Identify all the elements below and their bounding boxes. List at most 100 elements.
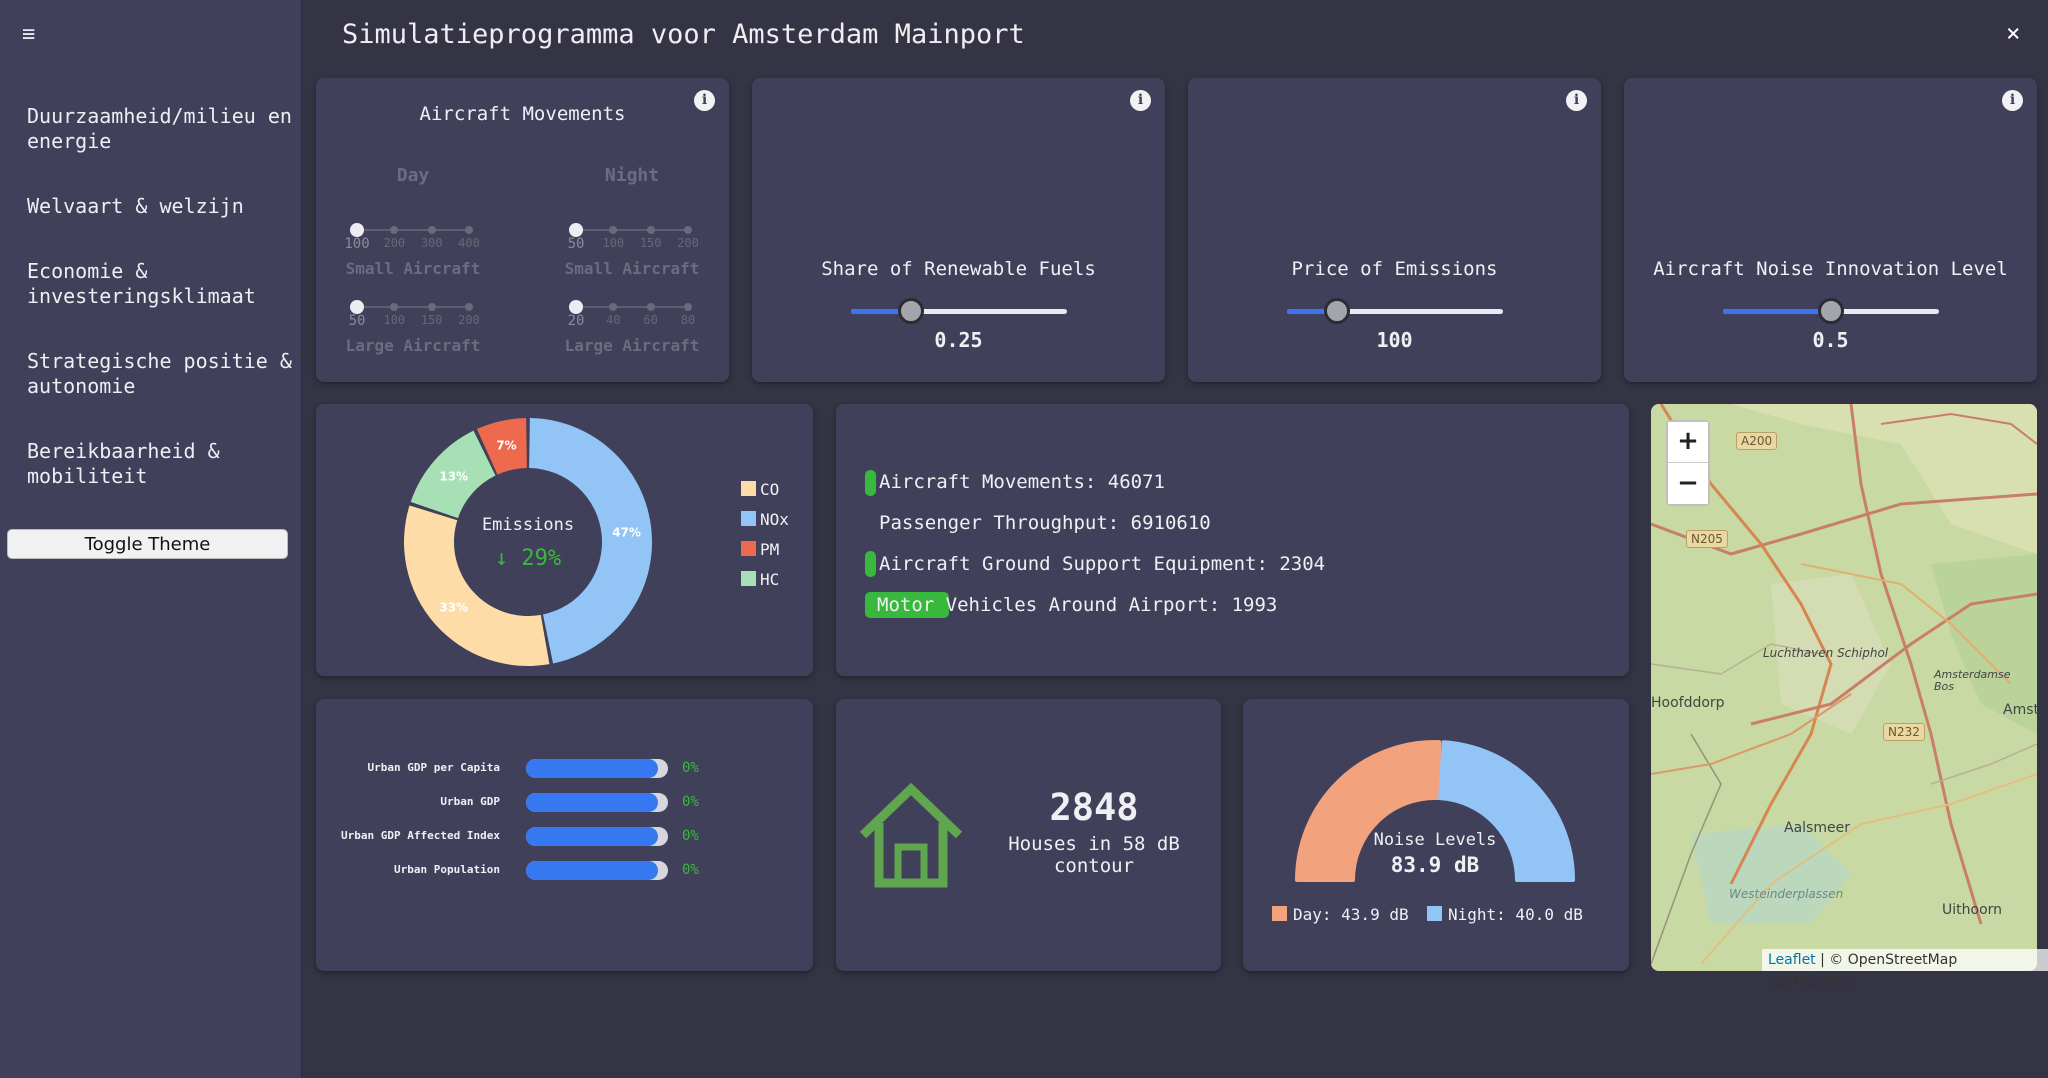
day-heading: Day — [396, 165, 430, 186]
legend-hc: HC — [741, 570, 779, 589]
slider-step[interactable] — [684, 303, 692, 311]
slider-step[interactable] — [390, 226, 399, 234]
noise-night-arc[interactable] — [1438, 740, 1575, 882]
gdp-value: 0% — [682, 862, 699, 878]
gdp-value: 0% — [682, 794, 699, 810]
renewable-fuels-slider[interactable] — [851, 298, 1067, 324]
sidebar-item-duurzaamheid[interactable]: Duurzaamheid/milieu en energie — [27, 104, 292, 153]
price-of-emissions-card: i Price of Emissions 100 — [1188, 78, 1601, 382]
price-of-emissions-value: 100 — [1376, 328, 1413, 352]
slider-handle[interactable] — [569, 300, 583, 314]
map-place-label: Amsterdamse Bos — [1934, 668, 2011, 693]
road-shield: N205 — [1686, 530, 1728, 548]
slider-handle[interactable] — [350, 223, 364, 237]
slider-tick-label: 100 — [344, 236, 370, 252]
status-indicator — [865, 592, 949, 618]
slider-step[interactable] — [609, 226, 618, 234]
slider-tick-label: 200 — [677, 236, 699, 250]
slider-step[interactable] — [609, 303, 618, 311]
gdp-value: 0% — [682, 828, 699, 844]
emissions-center-title: Emissions — [481, 515, 575, 535]
legend-swatch — [741, 481, 756, 496]
slider-step[interactable] — [427, 226, 436, 234]
slider-tick-label: 150 — [639, 236, 662, 250]
slider-tick-label: 100 — [383, 313, 406, 327]
slider-step[interactable] — [646, 226, 655, 234]
gdp-progress-bar — [526, 827, 668, 846]
passenger-throughput-stat: Passenger Throughput: 6910610 — [879, 512, 1211, 534]
house-icon — [859, 782, 963, 888]
legend-co: CO — [741, 480, 779, 499]
legend-swatch — [741, 511, 756, 526]
day-small-aircraft-label: Small Aircraft — [345, 259, 481, 278]
sidebar-item-welvaart[interactable]: Welvaart & welzijn — [27, 194, 244, 218]
donut-slice-nox[interactable] — [529, 418, 652, 664]
slider-tick-label: 200 — [458, 313, 480, 327]
noise-levels-label: Noise Levels — [1373, 830, 1497, 850]
donut-slice-hc[interactable] — [410, 430, 496, 519]
night-large-aircraft-slider[interactable]: 20 40 60 80 — [568, 299, 695, 329]
noise-levels-value: 83.9 dB — [1390, 853, 1480, 877]
emissions-change: ↓ 29% — [494, 546, 562, 571]
slider-step[interactable] — [427, 303, 436, 311]
day-large-aircraft-slider[interactable]: 50 100 150 200 — [349, 299, 480, 329]
slider-step[interactable] — [465, 226, 473, 234]
map-place-label: Aalsmeer — [1784, 820, 1850, 836]
donut-slice-label: 7% — [496, 438, 516, 452]
night-small-aircraft-slider[interactable]: 50 100 150 200 — [568, 222, 699, 252]
day-small-aircraft-slider[interactable]: 100 200 300 400 — [344, 222, 480, 252]
houses-card — [836, 699, 1221, 971]
map-attribution: Leaflet | © OpenStreetMap contributors — [1762, 949, 2048, 990]
slider-handle[interactable] — [1818, 298, 1844, 324]
donut-slice-label: 33% — [439, 600, 468, 614]
slider-handle[interactable] — [350, 300, 364, 314]
slider-step[interactable] — [646, 303, 655, 311]
slider-step[interactable] — [684, 226, 692, 234]
map-place-label: Westeinderplassen — [1729, 887, 1844, 901]
motor-vehicles-stat: Motor Vehicles Around Airport: 1993 — [877, 594, 1278, 616]
noise-day-arc[interactable] — [1295, 740, 1442, 882]
gdp-label: Urban Population — [394, 863, 500, 876]
donut-slice-co[interactable] — [404, 505, 550, 666]
gdp-label: Urban GDP Affected Index — [341, 829, 500, 842]
toggle-theme-button[interactable]: Toggle Theme — [7, 529, 288, 559]
price-of-emissions-slider[interactable] — [1287, 298, 1503, 324]
slider-tick-label: 50 — [567, 236, 585, 252]
zoom-out-button[interactable]: − — [1668, 464, 1708, 504]
houses-count: 2848 — [1049, 786, 1139, 829]
slider-handle[interactable] — [1323, 298, 1350, 324]
slider-tick-label: 100 — [602, 236, 625, 250]
page-title: Simulatieprogramma voor Amsterdam Mainpo… — [342, 19, 1025, 50]
night-large-aircraft-label: Large Aircraft — [564, 336, 700, 355]
leaflet-link[interactable]: Leaflet — [1768, 952, 1816, 968]
info-icon[interactable]: i — [694, 90, 715, 111]
map[interactable]: Luchthaven Schiphol Hoofddorp Aalsmeer A… — [1651, 404, 2037, 971]
legend-swatch — [741, 541, 756, 556]
night-small-aircraft-label: Small Aircraft — [564, 259, 700, 278]
slider-handle[interactable] — [569, 223, 583, 237]
houses-label: Houses in 58 dB contour — [1008, 833, 1180, 877]
donut-slice-pm[interactable] — [476, 418, 527, 475]
status-indicator — [865, 470, 876, 496]
slider-tick-label: 60 — [643, 313, 658, 327]
ground-support-stat: Aircraft Ground Support Equipment: 2304 — [879, 553, 1326, 575]
map-place-label: Amste — [2003, 702, 2037, 718]
slider-handle[interactable] — [898, 298, 925, 324]
slider-step[interactable] — [390, 303, 399, 311]
info-icon[interactable]: i — [2002, 90, 2023, 111]
sidebar-item-economie[interactable]: Economie & investeringsklimaat — [27, 259, 256, 308]
info-icon[interactable]: i — [1566, 90, 1587, 111]
sidebar-item-strategische-positie[interactable]: Strategische positie & autonomie — [27, 349, 292, 398]
info-icon[interactable]: i — [1130, 90, 1151, 111]
map-tiles — [1651, 404, 2037, 971]
slider-step[interactable] — [465, 303, 473, 311]
map-place-label: Uithoorn — [1942, 902, 2003, 918]
aircraft-movements-stat: Aircraft Movements: 46071 — [879, 471, 1165, 493]
donut-slice-label: 47% — [612, 526, 641, 540]
zoom-in-button[interactable]: + — [1668, 422, 1708, 463]
noise-innovation-slider[interactable] — [1723, 298, 1939, 324]
close-icon[interactable]: × — [2006, 19, 2021, 47]
sidebar-item-bereikbaarheid[interactable]: Bereikbaarheid & mobiliteit — [27, 439, 220, 488]
road-shield: N232 — [1883, 723, 1925, 741]
menu-icon[interactable]: ≡ — [22, 22, 36, 47]
